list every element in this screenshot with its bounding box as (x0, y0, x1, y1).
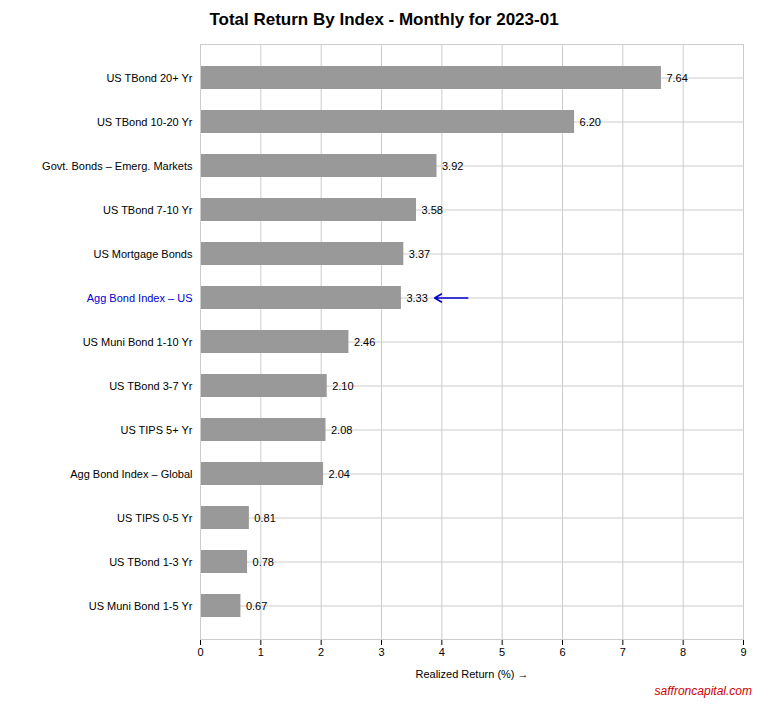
html-text:saffroncapital.com: saffroncapital.com (654, 684, 752, 698)
svg-text:US TBond 7-10 Yr: US TBond 7-10 Yr (103, 204, 193, 216)
svg-text:0.81: 0.81 (254, 512, 275, 524)
html-text:Total Return By Index - Monthl: Total Return By Index - Monthly for 2023… (209, 10, 559, 29)
svg-text:3.58: 3.58 (421, 204, 442, 216)
svg-text:2.46: 2.46 (354, 336, 375, 348)
svg-text:Agg Bond Index – Global: Agg Bond Index – Global (70, 468, 192, 480)
svg-text:3.33: 3.33 (406, 292, 427, 304)
svg-text:US TBond 3-7 Yr: US TBond 3-7 Yr (109, 380, 193, 392)
svg-text:2: 2 (318, 646, 324, 658)
svg-text:US Muni Bond 1-5 Yr: US Muni Bond 1-5 Yr (89, 600, 193, 612)
svg-text:US TIPS 5+ Yr: US TIPS 5+ Yr (120, 424, 192, 436)
svg-text:4: 4 (439, 646, 445, 658)
svg-text:5: 5 (499, 646, 505, 658)
svg-text:US TBond 10-20 Yr: US TBond 10-20 Yr (97, 116, 193, 128)
svg-text:3: 3 (378, 646, 384, 658)
svg-text:US Mortgage Bonds: US Mortgage Bonds (93, 248, 193, 260)
svg-text:Realized Return (%) →: Realized Return (%) → (415, 668, 528, 680)
svg-text:6.20: 6.20 (580, 116, 601, 128)
svg-text:2.04: 2.04 (329, 468, 350, 480)
svg-text:US TBond 1-3 Yr: US TBond 1-3 Yr (109, 556, 193, 568)
svg-text:6: 6 (559, 646, 565, 658)
svg-text:Agg Bond Index – US: Agg Bond Index – US (87, 292, 193, 304)
svg-text:0: 0 (197, 646, 203, 658)
svg-text:1: 1 (258, 646, 264, 658)
svg-text:7.64: 7.64 (666, 72, 687, 84)
svg-text:2.10: 2.10 (332, 380, 353, 392)
svg-text:US TIPS 0-5 Yr: US TIPS 0-5 Yr (117, 512, 193, 524)
svg-text:Govt. Bonds – Emerg. Markets: Govt. Bonds – Emerg. Markets (42, 160, 193, 172)
svg-text:8: 8 (680, 646, 686, 658)
svg-text:0.67: 0.67 (246, 600, 267, 612)
svg-text:0.78: 0.78 (253, 556, 274, 568)
svg-text:3.37: 3.37 (409, 248, 430, 260)
svg-text:US Muni Bond 1-10 Yr: US Muni Bond 1-10 Yr (83, 336, 193, 348)
svg-text:US TBond 20+ Yr: US TBond 20+ Yr (106, 72, 192, 84)
svg-text:3.92: 3.92 (442, 160, 463, 172)
svg-text:7: 7 (620, 646, 626, 658)
svg-text:2.08: 2.08 (331, 424, 352, 436)
svg-text:9: 9 (740, 646, 746, 658)
